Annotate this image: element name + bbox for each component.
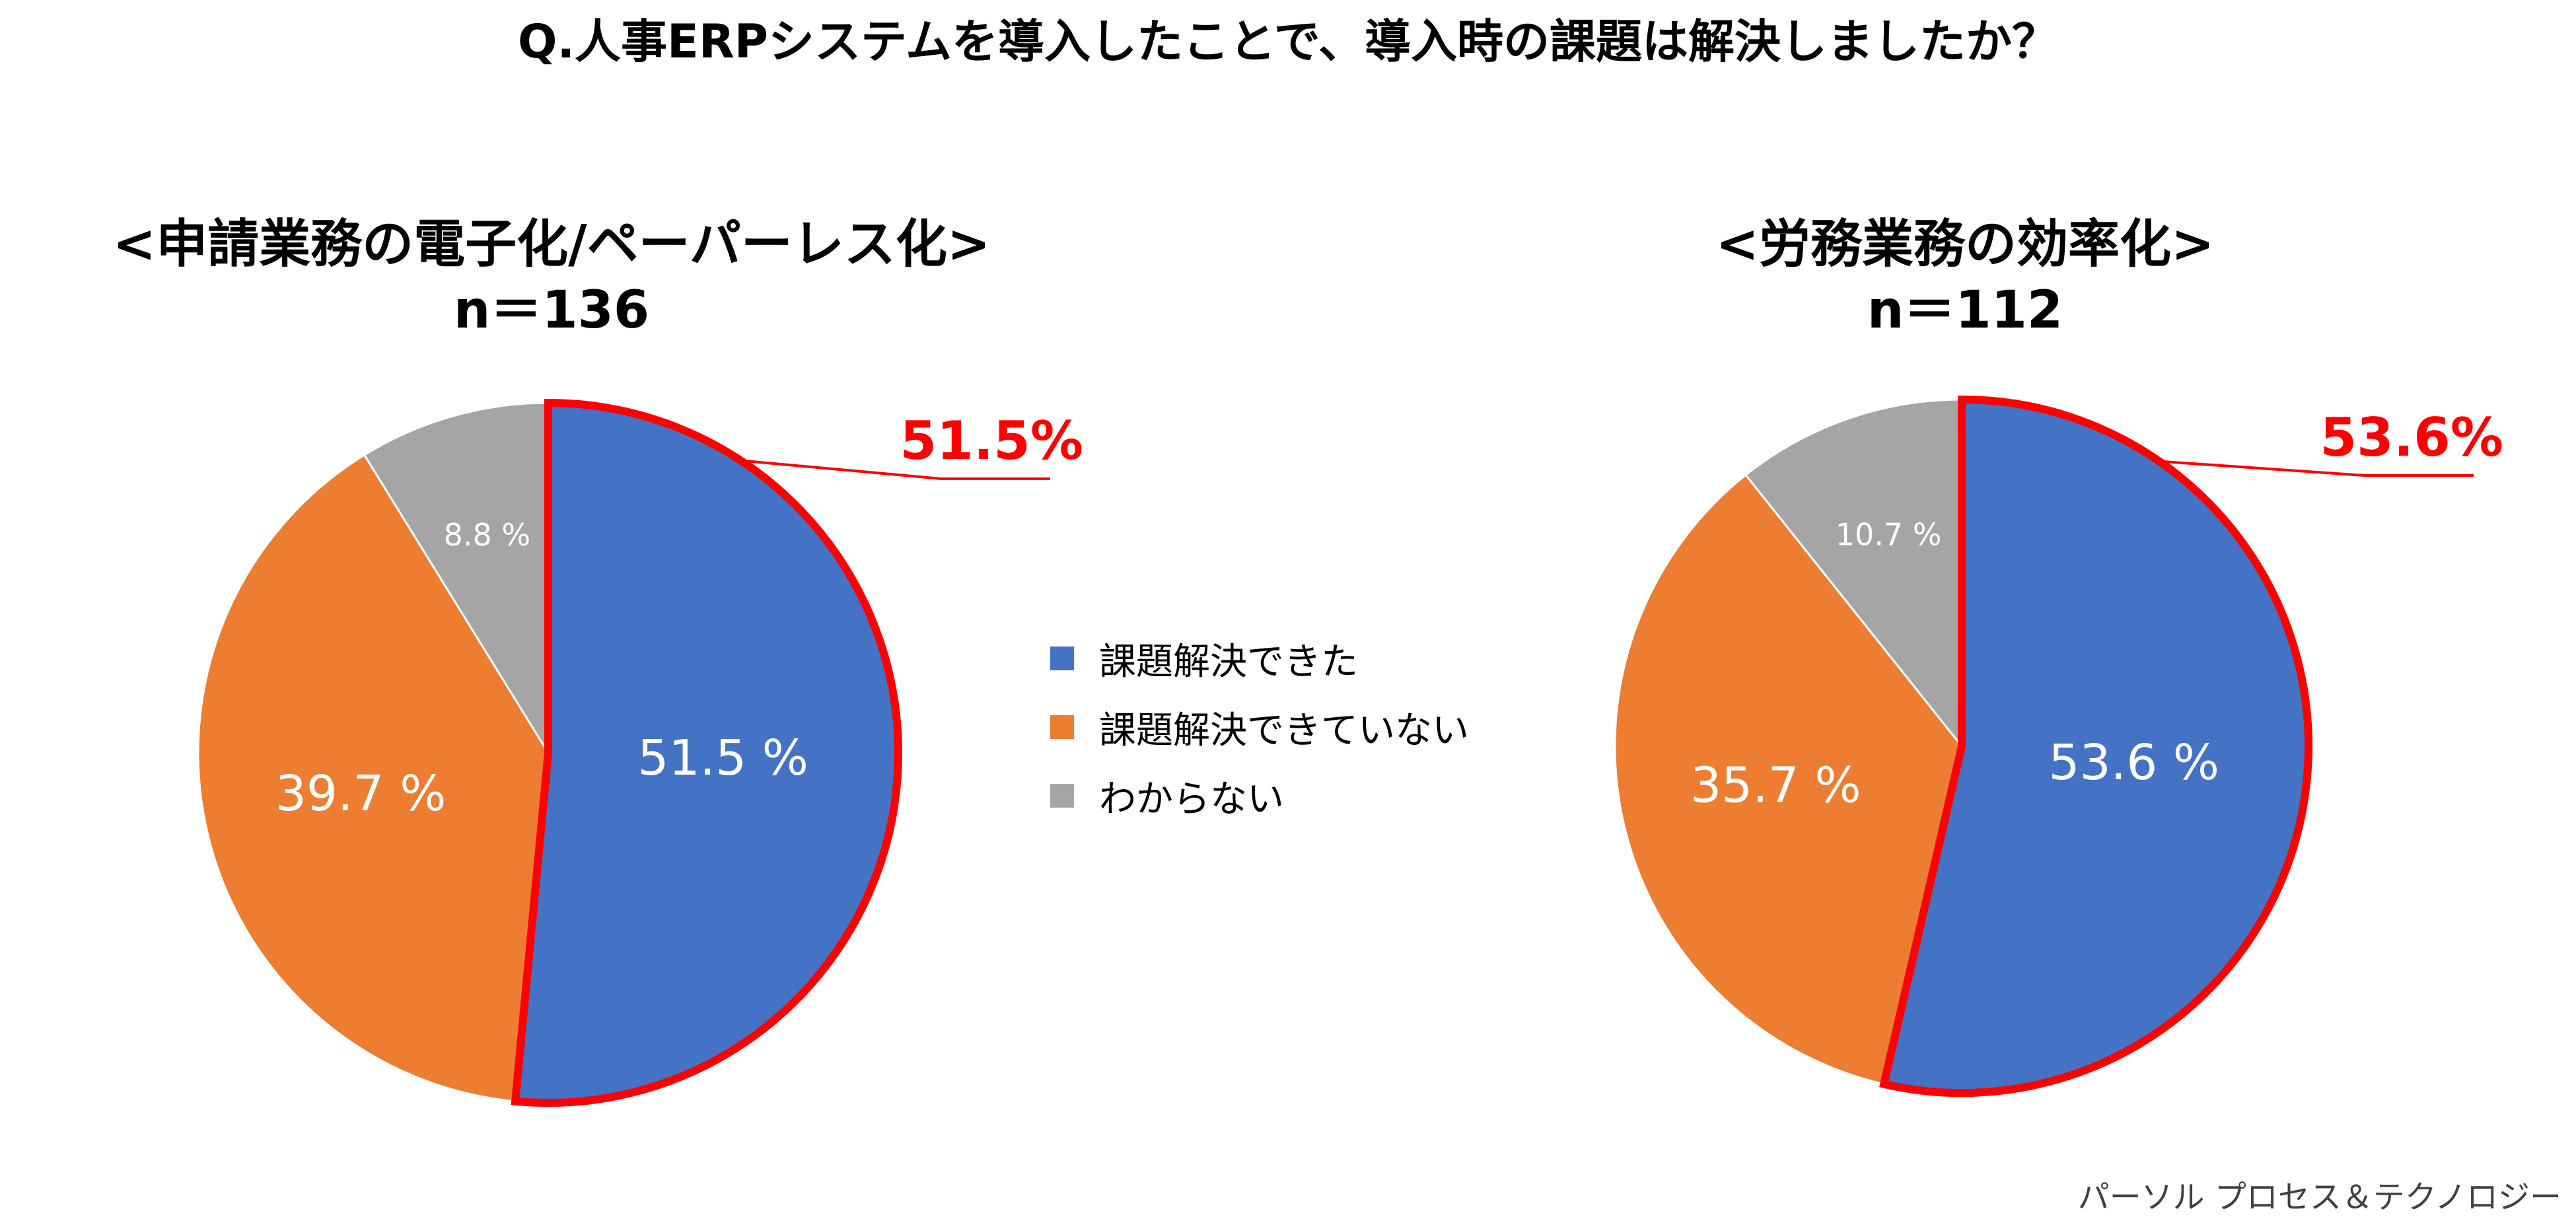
- legend-label-resolved: 課題解決できた: [1099, 640, 1358, 683]
- chart-1-callout-value: 51.5%: [900, 410, 1083, 472]
- chart-1-label-unknown: 8.8 %: [444, 517, 531, 553]
- chart-2-callout-line: [2159, 460, 2474, 477]
- chart-2-slice-unknown: [1744, 398, 1963, 750]
- chart-2-highlight-outline: [1879, 395, 2312, 1097]
- chart-2-label-resolved: 53.6 %: [2049, 734, 2220, 791]
- legend-swatch-unknown: [1050, 784, 1074, 808]
- chart-2-title: <労務業務の効率化> n＝112: [1618, 211, 2312, 343]
- chart-1-title: <申請業務の電子化/ペーパーレス化> n＝136: [73, 211, 1030, 343]
- chart-1-highlight-outline: [511, 398, 902, 1107]
- legend-swatch-unresolved: [1050, 715, 1074, 739]
- chart-1-slice-unknown: [363, 402, 550, 757]
- chart-1-slice-unresolved: [197, 453, 550, 1103]
- legend-item-unresolved: 課題解決できていない: [1050, 693, 1469, 761]
- legend-swatch-resolved: [1050, 647, 1074, 670]
- chart-1-title-text: <申請業務の電子化/ペーパーレス化>: [112, 215, 991, 274]
- chart-1-sample-size: n＝136: [453, 281, 650, 340]
- chart-1-label-unresolved: 39.7 %: [275, 765, 447, 822]
- legend-item-unknown: わからない: [1050, 761, 1469, 830]
- legend-item-resolved: 課題解決できた: [1050, 624, 1469, 693]
- chart-2-sample-size: n＝112: [1867, 281, 2063, 340]
- chart-2-title-text: <労務業務の効率化>: [1715, 215, 2215, 274]
- chart-2-label-unknown: 10.7 %: [1836, 516, 1942, 552]
- chart-1-label-resolved: 51.5 %: [637, 730, 808, 787]
- company-credit: パーソル プロセス＆テクノロジー: [2077, 1179, 2561, 1216]
- legend-label-unknown: わからない: [1099, 777, 1284, 821]
- chart-2-slice-unresolved: [1614, 473, 1963, 1086]
- chart-2-label-unresolved: 35.7 %: [1690, 757, 1861, 814]
- chart-1-callout-line: [740, 459, 1050, 480]
- legend-label-unresolved: 課題解決できていない: [1099, 709, 1469, 752]
- chart-2-callout-value: 53.6%: [2320, 407, 2503, 468]
- legend: 課題解決できた 課題解決できていない わからない: [1050, 624, 1469, 830]
- main-title: Q.人事ERPシステムを導入したことで、導入時の課題は解決しましたか？: [517, 15, 2059, 69]
